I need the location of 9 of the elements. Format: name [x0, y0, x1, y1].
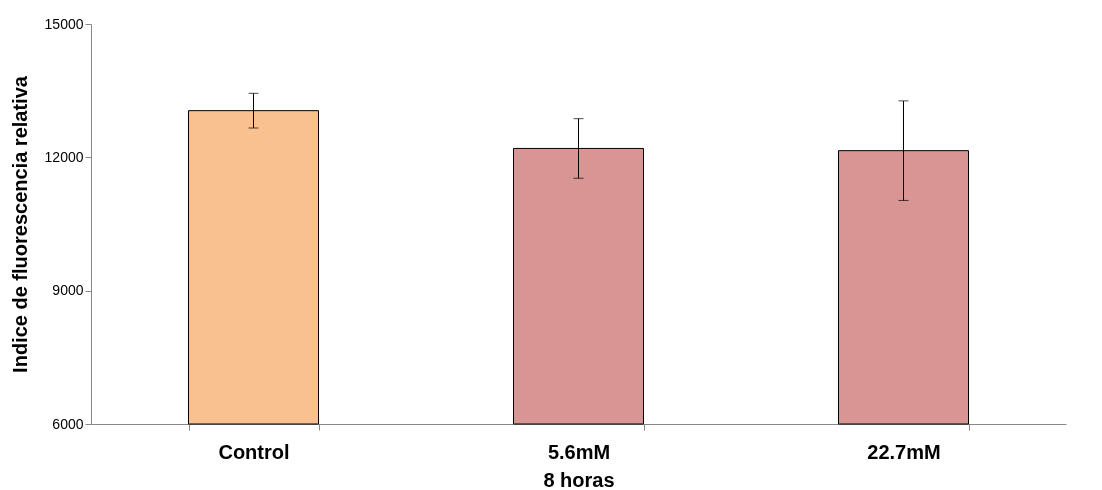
x-tick-label: 5.6mM	[547, 440, 611, 463]
y-tick-label: 6000	[52, 415, 84, 432]
y-tick-label: 12000	[44, 148, 84, 165]
y-tick-label: 15000	[44, 15, 84, 32]
x-axis-title: 8 horas	[543, 468, 615, 490]
x-tick-label: 22.7mM	[867, 440, 941, 463]
y-tick-label: 9000	[52, 282, 84, 299]
x-tick-label: Control	[218, 440, 290, 463]
y-axis-title: Indice de fluorescencia relativa	[8, 75, 31, 373]
